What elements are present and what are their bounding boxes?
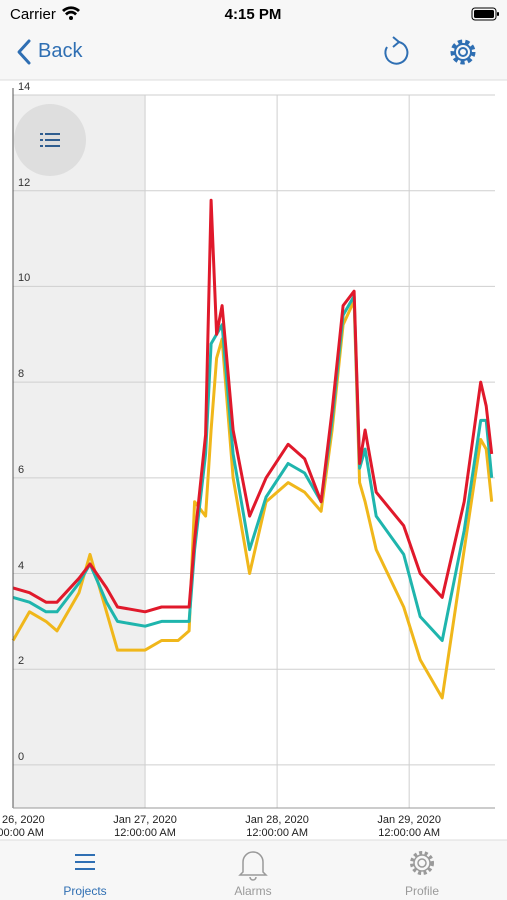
selection-shade	[13, 95, 145, 808]
settings-button[interactable]	[450, 39, 476, 65]
series-line	[11, 299, 494, 700]
carrier: Carrier	[10, 6, 56, 23]
tab-label[interactable]: Alarms	[234, 884, 272, 898]
y-tick-label: 12	[18, 176, 31, 189]
projects-icon[interactable]	[75, 854, 95, 870]
back-chevron[interactable]	[17, 39, 31, 65]
y-tick-label: 4	[18, 559, 25, 572]
x-tick-label: Jan 28, 2020 12:00:00 AM	[245, 814, 309, 839]
y-tick-label: 2	[18, 655, 25, 668]
top-bar	[0, 0, 507, 80]
wifi-icon	[62, 6, 80, 20]
clock: 4:15 PM	[224, 6, 282, 23]
y-tick-label: 6	[18, 463, 25, 476]
tab-label[interactable]: Profile	[404, 884, 439, 898]
refresh-button[interactable]	[384, 36, 409, 65]
y-tick-label: 0	[18, 750, 25, 763]
y-tick-label: 14	[18, 81, 31, 93]
profile-icon[interactable]	[410, 851, 434, 875]
alarms-icon[interactable]	[238, 851, 268, 881]
series-line	[12, 198, 494, 614]
back-button[interactable]: Back	[38, 40, 83, 62]
x-tick-label: Jan 27, 2020 12:00:00 AM	[113, 814, 177, 839]
x-tick-label: Jan 26, 2020 12:00:00 AM	[0, 814, 45, 839]
x-tick-label: Jan 29, 2020 12:00:00 AM	[377, 814, 441, 839]
battery-icon	[471, 7, 499, 21]
list-fab[interactable]	[14, 104, 86, 176]
y-tick-label: 8	[18, 368, 25, 381]
y-tick-label: 10	[18, 272, 31, 285]
series-line	[12, 294, 494, 642]
tab-label[interactable]: Projects	[63, 884, 107, 898]
lines	[11, 198, 494, 700]
